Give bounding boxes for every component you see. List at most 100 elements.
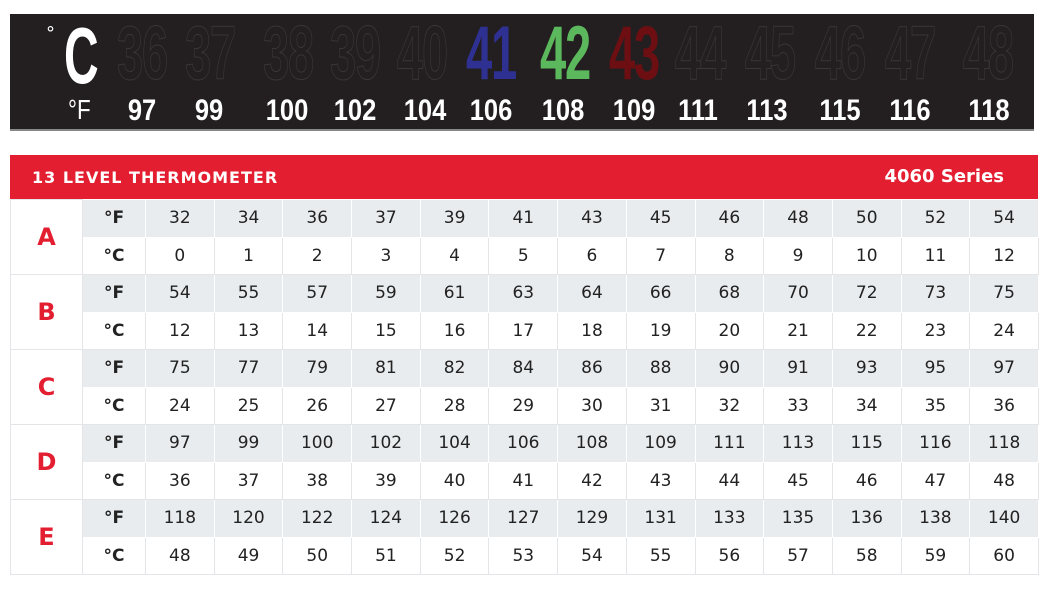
table-cell: 129 (557, 499, 627, 538)
table-title: 13 LEVEL THERMOMETER (32, 168, 279, 187)
fahrenheit-level-108: 108 (541, 94, 585, 127)
table-cell: 12 (145, 311, 215, 350)
table-row-b-c: °C 12 13 14 15 16 17 18 19 20 21 22 23 24 (11, 311, 1039, 350)
table-cell: 18 (557, 311, 627, 350)
unit-label: °F (82, 274, 146, 313)
table-cell: 54 (145, 274, 215, 313)
fahrenheit-level-118: 118 (968, 94, 1010, 127)
table-cell: 4 (419, 236, 490, 275)
table-cell: 58 (831, 536, 902, 575)
table-cell: 48 (969, 461, 1039, 500)
table-cell: 51 (351, 536, 421, 575)
table-cell: 44 (694, 461, 765, 500)
table-cell: 97 (969, 349, 1039, 388)
level-label: B (10, 274, 83, 350)
table-cell: 29 (488, 386, 559, 425)
table-cell: 57 (763, 536, 833, 575)
table-cell: 26 (282, 386, 353, 425)
table-cell: 46 (831, 461, 902, 500)
table-cell: 55 (213, 274, 284, 313)
table-cell: 11 (900, 236, 971, 275)
unit-label: °C (82, 236, 146, 275)
table-cell: 41 (488, 199, 559, 238)
table-cell: 75 (145, 349, 215, 388)
table-cell: 99 (213, 424, 284, 463)
table-cell: 73 (900, 274, 971, 313)
table-cell: 37 (351, 199, 421, 238)
table-cell: 6 (557, 236, 627, 275)
table-cell: 118 (969, 424, 1039, 463)
table-cell: 52 (900, 199, 971, 238)
table-cell: 108 (557, 424, 627, 463)
table-cell: 36 (969, 386, 1039, 425)
table-cell: 36 (145, 461, 215, 500)
thermometer-strip: ° C °F 36 97 37 99 38 100 39 102 40 104 41 106 42 108… (10, 14, 1034, 131)
table-cell: 124 (351, 499, 421, 538)
table-cell: 104 (419, 424, 490, 463)
table-cell: 43 (557, 199, 627, 238)
table-cell: 50 (831, 199, 902, 238)
table-cell: 32 (694, 386, 765, 425)
table-cell: 52 (419, 536, 490, 575)
table-cell: 21 (763, 311, 833, 350)
celsius-level-38: 38 (263, 11, 315, 96)
table-row-e-f: E °F 118 120 122 124 126 127 129 131 133 135 136 138 1… (10, 499, 1039, 575)
table-cell: 31 (625, 386, 696, 425)
table-cell: 136 (831, 499, 902, 538)
table-cell: 77 (213, 349, 284, 388)
table-cell: 68 (694, 274, 765, 313)
table-cell: 13 (213, 311, 284, 350)
fahrenheit-level-104: 104 (403, 94, 447, 127)
table-cell: 41 (488, 461, 559, 500)
table-cell: 113 (763, 424, 833, 463)
table-cell: 115 (831, 424, 902, 463)
celsius-level-41: 41 (466, 11, 517, 96)
unit-label: °F (82, 424, 146, 463)
table-cell: 97 (145, 424, 215, 463)
level-label: E (10, 499, 83, 575)
table-cell: 131 (625, 499, 696, 538)
table-row-b-f: B °F 54 55 57 59 61 63 64 66 68 70 72 73 75 (10, 274, 1039, 350)
table-cell: 47 (900, 461, 971, 500)
table-cell: 84 (488, 349, 559, 388)
degree-symbol: ° (46, 23, 55, 44)
table-cell: 100 (282, 424, 353, 463)
table-cell: 90 (694, 349, 765, 388)
table-header-bar: 13 LEVEL THERMOMETER 4060 Series (10, 155, 1038, 199)
table-cell: 60 (969, 536, 1039, 575)
table-cell: 1 (213, 236, 284, 275)
table-row-e-c: °C 48 49 50 51 52 53 54 55 56 57 58 59 60 (11, 536, 1039, 575)
table-cell: 12 (969, 236, 1039, 275)
fahrenheit-level-111: 111 (678, 94, 718, 127)
table-cell: 118 (145, 499, 215, 538)
table-cell: 135 (763, 499, 833, 538)
table-cell: 122 (282, 499, 353, 538)
celsius-level-47: 47 (885, 11, 937, 96)
table-cell: 25 (213, 386, 284, 425)
celsius-unit-label: C (64, 11, 99, 100)
fahrenheit-level-97: 97 (127, 94, 157, 127)
table-cell: 59 (351, 274, 421, 313)
table-cell: 27 (351, 386, 421, 425)
fahrenheit-level-109: 109 (612, 94, 656, 127)
celsius-level-42: 42 (540, 11, 591, 96)
table-cell: 140 (969, 499, 1039, 538)
unit-label: °F (82, 349, 146, 388)
table-row-d-c: °C 36 37 38 39 40 41 42 43 44 45 46 47 48 (11, 461, 1039, 500)
table-cell: 91 (763, 349, 833, 388)
table-cell: 109 (625, 424, 696, 463)
level-table: A °F 32 34 36 37 39 41 43 45 46 48 50 52 54 °C 0 1 2 3 4 5 6 7 8… (10, 199, 1039, 575)
fahrenheit-level-115: 115 (819, 94, 861, 127)
table-cell: 79 (282, 349, 353, 388)
table-cell: 19 (625, 311, 696, 350)
celsius-level-40: 40 (397, 11, 449, 96)
table-cell: 116 (900, 424, 971, 463)
table-cell: 7 (625, 236, 696, 275)
table-cell: 56 (694, 536, 765, 575)
table-cell: 66 (625, 274, 696, 313)
fahrenheit-level-99: 99 (194, 94, 224, 127)
table-cell: 64 (557, 274, 627, 313)
table-cell: 70 (763, 274, 833, 313)
celsius-level-43: 43 (609, 11, 660, 96)
unit-label: °F (82, 499, 146, 538)
